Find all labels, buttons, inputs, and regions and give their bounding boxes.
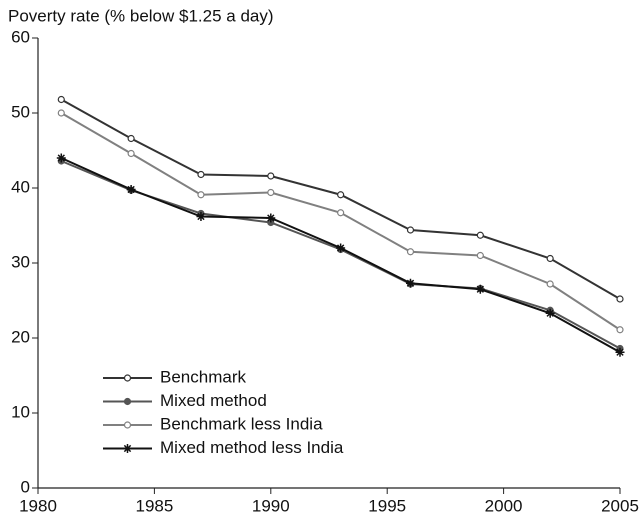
x-tick-label: 1985	[135, 496, 173, 515]
marker	[406, 226, 415, 234]
y-tick-label: 10	[11, 402, 30, 421]
marker	[405, 278, 415, 288]
y-tick-label: 0	[21, 477, 30, 496]
marker	[337, 191, 345, 199]
marker	[127, 149, 135, 158]
marker	[266, 213, 276, 223]
y-tick-label: 60	[11, 27, 30, 46]
y-tick-label: 20	[11, 327, 30, 346]
marker	[406, 248, 415, 256]
marker	[197, 191, 205, 199]
marker	[197, 170, 205, 179]
legend-label: Mixed method	[160, 391, 267, 410]
marker	[615, 347, 625, 357]
x-tick-label: 1995	[368, 496, 406, 515]
y-tick-label: 30	[11, 252, 30, 271]
marker	[336, 243, 346, 253]
legend-marker	[123, 374, 132, 382]
marker	[126, 185, 136, 194]
marker	[196, 212, 206, 221]
marker	[616, 295, 624, 303]
legend-marker	[123, 444, 132, 453]
marker	[56, 153, 66, 163]
marker	[475, 284, 485, 294]
legend-marker	[123, 397, 132, 406]
legend-label: Mixed method less India	[160, 438, 344, 457]
x-tick-label: 1980	[19, 496, 57, 515]
legend-marker	[123, 421, 132, 429]
y-tick-label: 50	[11, 102, 30, 121]
marker	[57, 109, 65, 117]
marker	[57, 95, 65, 104]
series-line	[60, 157, 621, 354]
marker	[337, 209, 345, 217]
x-tick-label: 2005	[601, 496, 639, 515]
marker	[616, 326, 624, 334]
marker	[546, 280, 554, 288]
marker	[127, 134, 135, 143]
marker	[545, 308, 555, 318]
marker	[267, 188, 275, 197]
marker	[476, 251, 484, 260]
series-line	[60, 98, 621, 300]
legend-label: Benchmark less India	[160, 414, 323, 433]
y-axis-label: Poverty rate (% below $1.25 a day)	[8, 6, 274, 25]
marker	[476, 231, 484, 239]
legend-label: Benchmark	[160, 367, 246, 386]
y-tick-label: 40	[11, 177, 30, 196]
x-tick-label: 1990	[252, 496, 290, 515]
x-tick-label: 2000	[485, 496, 523, 515]
marker	[546, 254, 554, 263]
marker	[267, 172, 275, 180]
